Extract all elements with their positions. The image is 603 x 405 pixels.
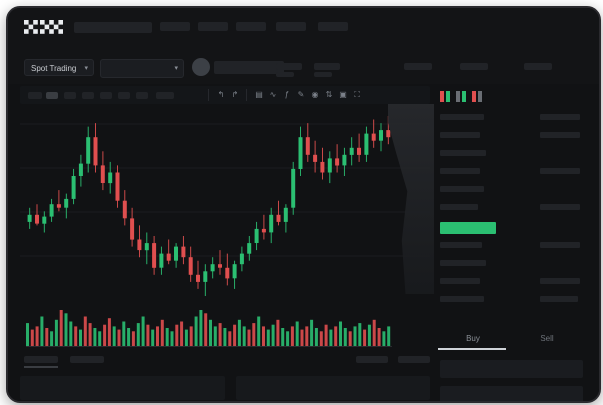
stat-label-2: [314, 63, 340, 70]
tab-active-underline: [438, 348, 506, 350]
chevron-down-icon: ▾: [174, 65, 178, 72]
coin-avatar-icon: [192, 58, 210, 76]
toolbar-divider: [208, 89, 209, 101]
orderbook-layout-buy-icon[interactable]: [456, 89, 467, 102]
orders-panel[interactable]: [20, 376, 225, 400]
orderbook-layout-sell-icon[interactable]: [472, 89, 483, 102]
stat-label-5: [524, 63, 552, 70]
top-navigation-bar: [8, 8, 599, 42]
market-info-bar: [8, 42, 599, 84]
toolbar-interval-4[interactable]: [100, 92, 112, 99]
nav-item-1[interactable]: [160, 22, 190, 31]
orderbook-layout-both-icon[interactable]: [440, 89, 451, 102]
tablet-device-frame: Spot Trading ▾ ▾: [6, 6, 601, 403]
redo-icon[interactable]: ↱: [231, 90, 239, 99]
orderbook-row[interactable]: [440, 186, 484, 192]
orderbook-row[interactable]: [540, 132, 580, 138]
orderbook-row[interactable]: [540, 168, 580, 174]
orderbook-row[interactable]: [540, 114, 580, 120]
line-chart-icon[interactable]: ∿: [269, 90, 277, 99]
orderbook-row[interactable]: [540, 242, 580, 248]
tab-sell[interactable]: Sell: [540, 334, 554, 343]
candles-icon[interactable]: ▤: [255, 90, 263, 99]
chevron-down-icon: ▾: [84, 65, 88, 72]
orderbook-row[interactable]: [440, 278, 480, 284]
orderbook-row[interactable]: [540, 204, 580, 210]
chart-tab-tradingview[interactable]: [70, 356, 104, 363]
candlestick-chart-svg: [20, 116, 430, 296]
stat-value-2: [314, 72, 332, 77]
nav-item-5[interactable]: [318, 22, 348, 31]
order-panel: Buy Sell: [436, 86, 587, 401]
buy-sell-tabs: Buy Sell: [436, 334, 587, 354]
orderbook-row[interactable]: [440, 150, 486, 156]
price-chart[interactable]: [20, 106, 430, 356]
orderbook-spread-row: [440, 222, 496, 234]
toolbar-divider: [246, 89, 247, 101]
orderbook-row[interactable]: [440, 296, 484, 302]
chart-tab-active-underline: [24, 366, 58, 368]
fullscreen-icon[interactable]: ⛶: [354, 90, 360, 99]
trading-mode-selector[interactable]: Spot Trading ▾: [24, 59, 94, 76]
trading-pair-selector[interactable]: ▾: [100, 59, 184, 78]
orderbook-row[interactable]: [440, 168, 480, 174]
toolbar-interval-3[interactable]: [82, 92, 94, 99]
orderbook-row[interactable]: [440, 204, 478, 210]
orderbook-row[interactable]: [440, 242, 482, 248]
nav-item-4[interactable]: [276, 22, 306, 31]
search-input[interactable]: [74, 22, 152, 33]
app-screen: Spot Trading ▾ ▾: [8, 8, 599, 401]
stat-label-4: [460, 63, 488, 70]
toolbar-interval-6[interactable]: [136, 92, 148, 99]
toolbar-interval-1[interactable]: [46, 92, 58, 99]
toolbar-interval-time[interactable]: [28, 92, 42, 99]
pencil-icon[interactable]: ✎: [297, 90, 305, 99]
positions-panel[interactable]: [236, 376, 430, 400]
tab-buy[interactable]: Buy: [466, 334, 480, 343]
orderbook-row[interactable]: [440, 260, 486, 266]
chart-tab-original[interactable]: [24, 356, 58, 363]
order-price-field[interactable]: [440, 360, 583, 378]
stat-label-3: [404, 63, 432, 70]
toolbar-more-intervals[interactable]: [156, 92, 174, 99]
compare-icon[interactable]: ⇅: [325, 90, 333, 99]
orderbook-row[interactable]: [440, 132, 480, 138]
order-amount-field[interactable]: [440, 386, 583, 401]
toolbar-interval-5[interactable]: [118, 92, 130, 99]
orderbook-row[interactable]: [540, 296, 578, 302]
indicator-icon[interactable]: ƒ: [284, 90, 290, 99]
toolbar-interval-2[interactable]: [64, 92, 76, 99]
camera-icon[interactable]: ▣: [339, 90, 347, 99]
volume-histogram-svg: [26, 310, 392, 347]
nav-item-3[interactable]: [236, 22, 266, 31]
chart-tab-info[interactable]: [398, 356, 430, 363]
orderbook-row[interactable]: [540, 278, 580, 284]
nav-item-2[interactable]: [198, 22, 228, 31]
magnet-icon[interactable]: ◉: [311, 90, 319, 99]
stat-label-1: [276, 63, 302, 70]
stat-value-1: [276, 72, 294, 77]
orderbook-row[interactable]: [440, 114, 484, 120]
last-price: [214, 61, 284, 74]
chart-tab-depth[interactable]: [356, 356, 388, 363]
undo-icon[interactable]: ↰: [217, 90, 225, 99]
trading-mode-label: Spot Trading: [31, 64, 77, 73]
okx-logo-icon[interactable]: [24, 20, 66, 34]
orderbook-layout-controls: [436, 86, 587, 104]
order-book[interactable]: [436, 108, 587, 324]
chart-toolbar: [20, 86, 430, 104]
